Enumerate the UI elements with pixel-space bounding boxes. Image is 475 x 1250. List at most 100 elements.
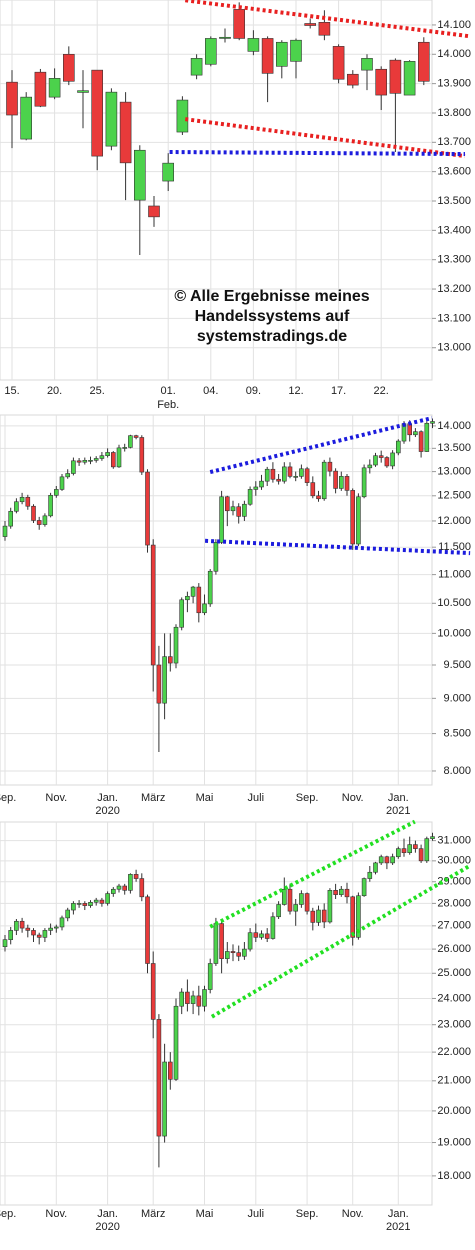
x-tick-label: März [141, 792, 165, 804]
x-tick-label: Mai [196, 792, 214, 804]
candle-body [247, 38, 260, 52]
candle-body [424, 838, 430, 862]
candle-body [202, 603, 207, 614]
x-tick-label: 12. [288, 385, 303, 397]
candle-body [316, 495, 321, 500]
y-tick-label: 13.500 [437, 195, 471, 207]
candle-body [145, 896, 150, 964]
candle-body [310, 482, 316, 497]
candle-body [42, 515, 48, 525]
x-tick-label: 22. [374, 385, 389, 397]
candle-body [185, 991, 190, 1004]
candle-body [20, 96, 33, 140]
candle-body [259, 480, 264, 488]
candle-body [395, 440, 401, 454]
candle-body [390, 452, 395, 467]
candle-body [417, 41, 430, 82]
candle-body [53, 926, 59, 929]
candle-body [105, 893, 110, 904]
candle-body [346, 73, 359, 86]
candle-body [111, 888, 116, 894]
x-tick-label: Juli [248, 1208, 265, 1220]
x-tick-label: Nov. [45, 792, 67, 804]
candle-body [8, 510, 13, 527]
x-group-label: 2021 [386, 1221, 410, 1233]
candle-body [148, 205, 160, 218]
candle-body [236, 952, 241, 957]
candle-body [378, 856, 384, 864]
candle-body [327, 461, 333, 472]
candle-body [333, 890, 338, 895]
candle-body [93, 899, 99, 903]
y-tick-label: 8.000 [443, 765, 471, 777]
candle-body [361, 58, 373, 71]
candle-body [413, 431, 418, 436]
candle-body [384, 457, 390, 467]
y-tick-label: 11.500 [438, 541, 471, 553]
x-tick-label: 04. [203, 385, 218, 397]
candle-body [19, 496, 25, 503]
candle-body [332, 46, 345, 80]
candle-body [162, 656, 167, 704]
candle-body [31, 930, 36, 936]
y-tick-label: 27.000 [437, 920, 471, 932]
candle-body [119, 101, 132, 164]
candle-body [62, 53, 75, 82]
candle-body [42, 930, 48, 938]
candle-body [156, 1019, 162, 1137]
watermark-text: © Alle Ergebnisse meines [174, 288, 369, 305]
candle-body [293, 904, 299, 912]
y-tick-label: 30.000 [437, 855, 471, 867]
y-tick-label: 12.000 [437, 515, 471, 527]
x-tick-label: Jan. [388, 1208, 409, 1220]
plot-area [0, 821, 433, 1206]
candle-body [213, 542, 219, 572]
candle-body [19, 920, 25, 929]
x-group-label: 2021 [386, 805, 410, 817]
candle-body [207, 963, 213, 990]
x-tick-label: 15. [4, 385, 19, 397]
candle-body [176, 99, 189, 133]
candle-body [71, 460, 76, 474]
candle-body [190, 58, 203, 76]
y-tick-label: 22.000 [437, 1046, 471, 1058]
candle-body [338, 476, 344, 489]
candle-body [190, 586, 196, 597]
candle-body [259, 933, 264, 938]
candle-body [93, 458, 99, 461]
candle-body [139, 878, 145, 898]
candle-body [179, 991, 184, 1007]
candle-body [133, 874, 139, 879]
trend-line [209, 819, 416, 929]
candle-body [2, 525, 8, 537]
candle-body [14, 501, 19, 512]
candle-body [150, 544, 156, 666]
y-tick-label: 8.500 [443, 727, 471, 739]
candle-body [173, 626, 179, 664]
candle-body [281, 466, 287, 482]
trend-line [210, 863, 472, 1019]
candle-body [105, 91, 118, 147]
candle-body [287, 888, 293, 912]
candle-body [116, 447, 122, 468]
watermark-text: Handelssystems auf [195, 308, 350, 325]
candle-body [304, 468, 310, 483]
x-tick-label: Nov. [342, 1208, 364, 1220]
candle-body [270, 468, 276, 480]
candle-body [253, 932, 259, 938]
candle-body [219, 36, 231, 39]
candle-body [139, 437, 145, 473]
candle-body [299, 893, 304, 905]
candle-body [281, 888, 287, 905]
y-tick-label: 13.000 [437, 466, 471, 478]
y-tick-label: 19.000 [437, 1136, 471, 1148]
x-tick-label: Sep. [296, 792, 319, 804]
y-tick-label: 13.600 [437, 166, 471, 178]
candle-body [219, 923, 224, 959]
trend-line [209, 416, 433, 475]
candle-body [59, 476, 65, 490]
x-tick-label: Jan. [388, 792, 409, 804]
candle-body [219, 496, 224, 543]
y-tick-label: 31.000 [437, 835, 471, 847]
candle-body [8, 930, 13, 940]
